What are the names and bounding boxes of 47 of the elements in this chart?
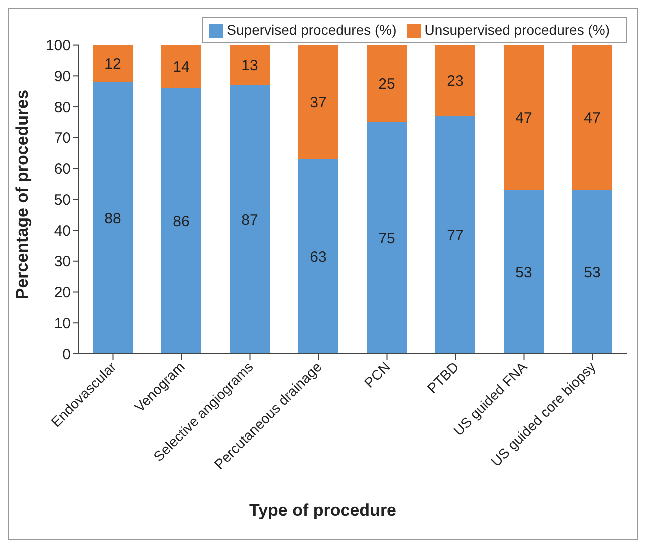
data-label: 12 bbox=[104, 56, 122, 74]
bar bbox=[367, 122, 407, 354]
legend-label: Supervised procedures (%) bbox=[227, 22, 397, 38]
data-label: 37 bbox=[310, 94, 327, 112]
y-tick-label: 100 bbox=[46, 38, 71, 55]
data-label: 63 bbox=[310, 249, 327, 266]
data-label: 47 bbox=[584, 110, 601, 128]
bar bbox=[298, 45, 338, 160]
bar bbox=[93, 82, 133, 354]
data-label: 47 bbox=[516, 110, 532, 128]
y-tick-label: 10 bbox=[54, 315, 71, 332]
bar bbox=[436, 45, 476, 116]
bar bbox=[367, 45, 407, 122]
y-tick-label: 40 bbox=[54, 222, 71, 240]
bar bbox=[93, 45, 133, 82]
y-tick-label: 50 bbox=[54, 192, 71, 209]
bar bbox=[504, 45, 544, 190]
y-tick-label: 30 bbox=[54, 254, 71, 271]
bar bbox=[298, 160, 338, 354]
y-tick-label: 60 bbox=[54, 161, 71, 178]
y-tick-label: 90 bbox=[54, 68, 71, 86]
y-tick-label: 80 bbox=[54, 99, 71, 116]
bar bbox=[162, 88, 202, 354]
bar bbox=[504, 190, 544, 354]
bar bbox=[436, 116, 476, 354]
data-label: 53 bbox=[516, 264, 532, 282]
legend-label: Unsupervised procedures (%) bbox=[424, 22, 610, 38]
data-label: 87 bbox=[242, 212, 258, 230]
data-label: 23 bbox=[447, 73, 464, 90]
data-label: 14 bbox=[173, 59, 190, 76]
data-label: 86 bbox=[173, 214, 190, 231]
bar bbox=[230, 45, 270, 86]
data-label: 13 bbox=[242, 58, 258, 75]
bar bbox=[572, 190, 612, 354]
data-label: 88 bbox=[104, 210, 122, 228]
y-tick-label: 70 bbox=[54, 130, 71, 148]
bar bbox=[162, 45, 202, 89]
bar bbox=[230, 85, 270, 354]
data-label: 25 bbox=[378, 76, 396, 94]
y-tick-label: 0 bbox=[62, 346, 71, 364]
data-label: 75 bbox=[378, 230, 396, 248]
bar bbox=[572, 45, 612, 190]
y-tick-label: 20 bbox=[54, 284, 71, 302]
data-label: 77 bbox=[447, 227, 464, 244]
x-axis-title: Type of procedure bbox=[248, 501, 398, 521]
data-label: 53 bbox=[584, 264, 601, 282]
y-axis-title: Percentage of procedures bbox=[13, 90, 32, 300]
